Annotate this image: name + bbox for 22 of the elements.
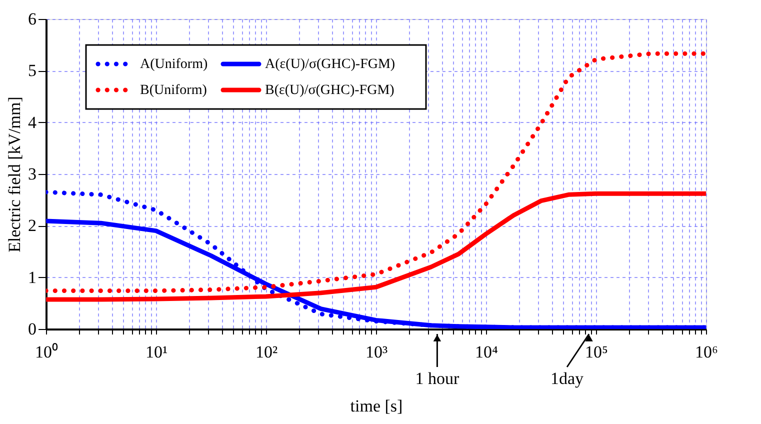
x-tick-label: 10¹ [145,342,168,362]
y-tick-label: 0 [28,320,36,338]
annotation: 1 hour [415,369,460,388]
x-tick-label: 10⁶ [695,342,718,362]
annotation: 1day [550,369,584,388]
y-tick-label: 6 [28,10,36,28]
legend-label: A(ε(U)/σ(GHC)-FGM) [265,57,396,72]
x-tick-label: 10² [255,342,278,362]
x-tick-label: 10⁰ [35,342,58,362]
x-axis-title: time [s] [350,396,403,416]
y-axis-title: Electric field [kV/mm] [5,96,24,252]
y-tick-label: 1 [28,268,36,287]
y-tick-label: 5 [28,61,36,80]
legend-label: B(Uniform) [140,83,208,98]
x-tick-label: 10³ [365,342,388,362]
x-tick-label: 10⁴ [475,342,498,362]
y-tick-label: 4 [28,112,37,132]
x-tick-label: 10⁵ [585,342,608,362]
legend-label: B(ε(U)/σ(GHC)-FGM) [265,83,395,98]
y-tick-label: 3 [28,164,36,184]
legend-label: A(Uniform) [140,57,208,72]
y-tick-label: 2 [28,216,36,236]
